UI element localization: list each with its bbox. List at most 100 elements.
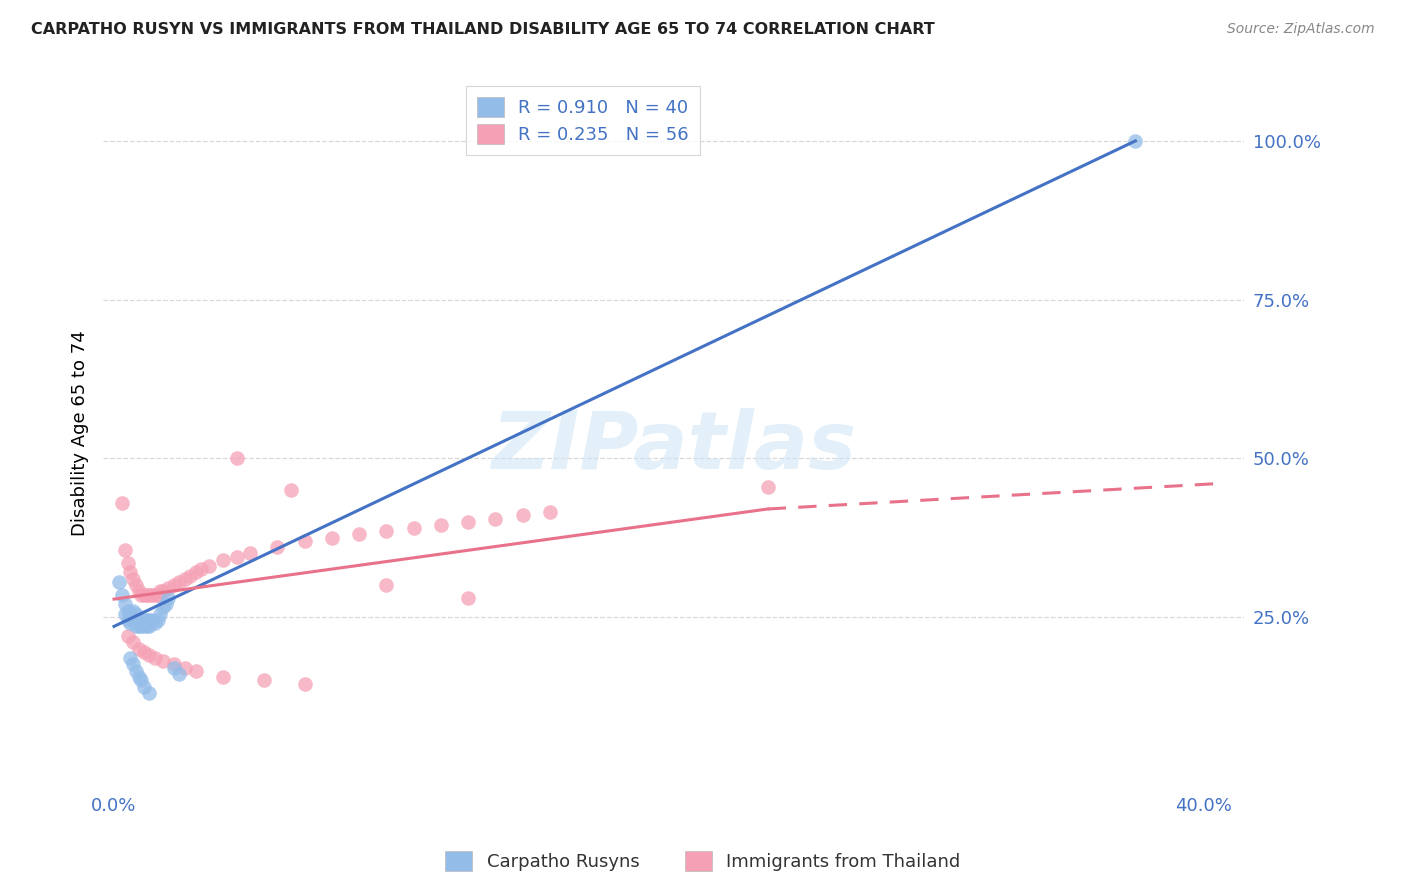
Point xyxy=(122,613,145,627)
Legend: Carpatho Rusyns, Immigrants from Thailand: Carpatho Rusyns, Immigrants from Thailan… xyxy=(439,844,967,879)
Point xyxy=(129,613,152,627)
Text: Source: ZipAtlas.com: Source: ZipAtlas.com xyxy=(1227,22,1375,37)
Point xyxy=(457,515,479,529)
Point xyxy=(135,619,157,633)
Text: ZIPatlas: ZIPatlas xyxy=(491,408,856,486)
Point xyxy=(756,480,779,494)
Point xyxy=(143,588,166,602)
Point xyxy=(190,562,212,576)
Point xyxy=(149,607,172,621)
Point xyxy=(128,670,150,684)
Point xyxy=(111,496,134,510)
Point xyxy=(122,572,145,586)
Point xyxy=(117,556,139,570)
Point xyxy=(163,657,186,672)
Y-axis label: Disability Age 65 to 74: Disability Age 65 to 74 xyxy=(72,330,89,536)
Point xyxy=(239,546,262,560)
Point xyxy=(375,524,398,539)
Point xyxy=(173,660,195,674)
Point xyxy=(347,527,370,541)
Point xyxy=(152,654,174,668)
Point xyxy=(132,613,155,627)
Point xyxy=(512,508,534,523)
Point xyxy=(198,559,221,574)
Point xyxy=(253,673,276,688)
Point xyxy=(169,667,191,681)
Point xyxy=(132,619,155,633)
Point xyxy=(125,578,148,592)
Point xyxy=(538,505,561,519)
Point xyxy=(143,616,166,631)
Point xyxy=(141,613,163,627)
Point xyxy=(125,664,148,678)
Point xyxy=(120,607,142,621)
Point xyxy=(294,533,316,548)
Point xyxy=(120,566,142,580)
Point xyxy=(132,588,155,602)
Point xyxy=(120,616,142,631)
Point xyxy=(138,686,160,700)
Point xyxy=(146,588,169,602)
Point xyxy=(1125,134,1147,148)
Point xyxy=(135,613,157,627)
Point xyxy=(152,600,174,615)
Point xyxy=(138,619,160,633)
Point xyxy=(402,521,425,535)
Point xyxy=(280,483,302,497)
Point xyxy=(173,572,195,586)
Point xyxy=(122,603,145,617)
Point xyxy=(114,607,136,621)
Point xyxy=(169,574,191,589)
Point xyxy=(132,680,155,694)
Point xyxy=(117,603,139,617)
Point xyxy=(157,582,180,596)
Point xyxy=(266,540,288,554)
Point xyxy=(129,588,152,602)
Point xyxy=(212,553,235,567)
Point xyxy=(179,568,201,582)
Point xyxy=(225,549,247,564)
Point xyxy=(117,629,139,643)
Point xyxy=(138,613,160,627)
Point xyxy=(212,670,235,684)
Point xyxy=(163,578,186,592)
Point xyxy=(321,531,343,545)
Point xyxy=(430,517,453,532)
Point xyxy=(128,584,150,599)
Point xyxy=(114,543,136,558)
Point xyxy=(125,607,148,621)
Point xyxy=(155,597,177,611)
Legend: R = 0.910   N = 40, R = 0.235   N = 56: R = 0.910 N = 40, R = 0.235 N = 56 xyxy=(465,87,700,155)
Point xyxy=(149,584,172,599)
Point xyxy=(120,651,142,665)
Point xyxy=(128,641,150,656)
Point xyxy=(457,591,479,605)
Point xyxy=(157,591,180,605)
Point xyxy=(143,651,166,665)
Point xyxy=(184,566,207,580)
Point xyxy=(138,648,160,662)
Point xyxy=(135,588,157,602)
Point xyxy=(141,588,163,602)
Point xyxy=(152,584,174,599)
Point xyxy=(146,613,169,627)
Point xyxy=(184,664,207,678)
Point xyxy=(225,451,247,466)
Text: CARPATHO RUSYN VS IMMIGRANTS FROM THAILAND DISABILITY AGE 65 TO 74 CORRELATION C: CARPATHO RUSYN VS IMMIGRANTS FROM THAILA… xyxy=(31,22,935,37)
Point xyxy=(117,613,139,627)
Point xyxy=(114,597,136,611)
Point xyxy=(375,578,398,592)
Point xyxy=(125,619,148,633)
Point xyxy=(125,613,148,627)
Point xyxy=(128,613,150,627)
Point xyxy=(163,660,186,674)
Point xyxy=(484,511,506,525)
Point xyxy=(122,657,145,672)
Point xyxy=(122,635,145,649)
Point xyxy=(129,619,152,633)
Point xyxy=(138,588,160,602)
Point xyxy=(132,645,155,659)
Point xyxy=(108,574,131,589)
Point xyxy=(294,676,316,690)
Point xyxy=(111,588,134,602)
